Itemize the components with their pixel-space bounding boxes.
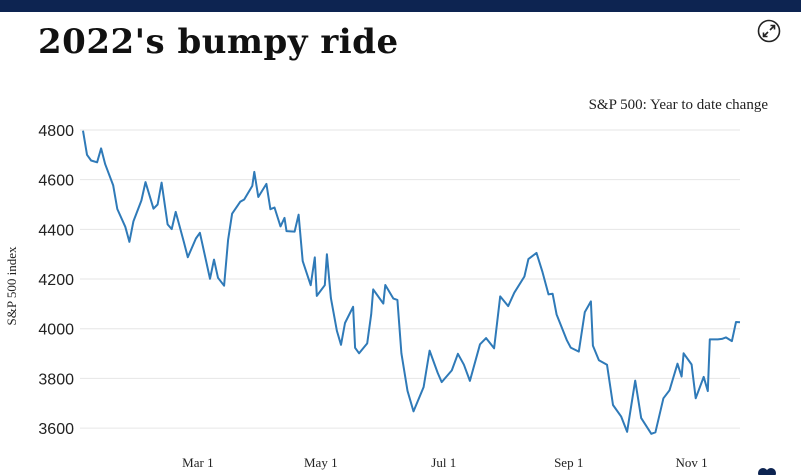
header-bar <box>0 0 801 12</box>
expand-arrows-icon <box>757 19 781 43</box>
y-tick-label: 4800 <box>38 123 74 140</box>
y-axis: 3600 3800 4000 4200 4400 4600 4800 <box>38 123 74 438</box>
y-tick-label: 4200 <box>38 272 74 289</box>
x-tick-label: Nov 1 <box>676 455 708 470</box>
y-tick-label: 4000 <box>38 322 74 339</box>
page-title: 2022's bumpy ride <box>38 22 399 62</box>
y-tick-label: 3600 <box>38 421 74 438</box>
x-tick-label: Jul 1 <box>431 455 456 470</box>
chart-subtitle: S&P 500: Year to date change <box>588 97 768 113</box>
x-tick-label: Sep 1 <box>554 455 583 470</box>
gridlines <box>80 129 740 429</box>
y-tick-label: 3800 <box>38 371 74 388</box>
expand-button[interactable] <box>757 19 781 43</box>
plot-area <box>82 130 741 435</box>
y-axis-label: S&P 500 index <box>4 246 19 325</box>
x-tick-label: May 1 <box>304 455 338 470</box>
series-line <box>82 130 741 435</box>
x-axis: Mar 1 May 1 Jul 1 Sep 1 Nov 1 <box>182 455 708 470</box>
y-tick-label: 4400 <box>38 222 74 239</box>
y-tick-label: 4600 <box>38 173 74 190</box>
x-tick-label: Mar 1 <box>182 455 213 470</box>
logo-mark <box>756 464 778 475</box>
